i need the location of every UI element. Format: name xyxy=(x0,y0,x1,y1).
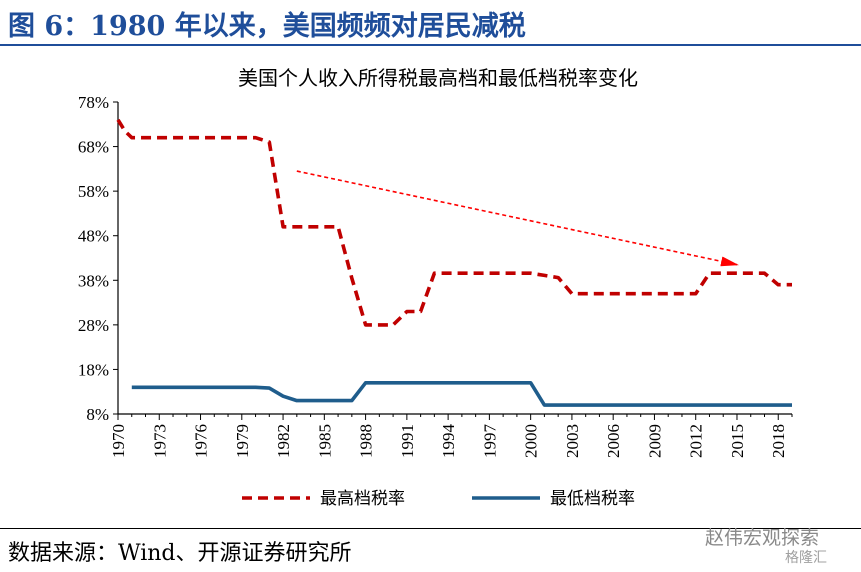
tax-rate-chart: 美国个人收入所得税最高档和最低档税率变化 8% 18% 28% 38% 48% 58% 68… xyxy=(78,66,793,509)
source-note: 数据来源：Wind、开源证券研究所 xyxy=(8,541,352,566)
watermark-sub: 格隆汇 xyxy=(785,550,827,566)
x-tick-label: 1973 xyxy=(150,424,169,458)
series-line-top-rate xyxy=(116,118,792,327)
chart-title: 美国个人收入所得税最高档和最低档税率变化 xyxy=(238,66,638,90)
annotation-layer xyxy=(296,170,739,267)
x-tick-label: 2009 xyxy=(645,424,664,458)
x-tick-label: 1970 xyxy=(109,424,128,458)
figure-title: 图 6：1980 年以来，美国频频对居民减税 xyxy=(8,11,526,42)
y-tick-label: 8% xyxy=(86,405,109,424)
series-layer xyxy=(116,118,792,407)
y-tick-label: 68% xyxy=(78,138,109,157)
x-tick-label: 1985 xyxy=(315,424,334,458)
trend-arrow xyxy=(296,170,739,267)
x-tick-label: 2012 xyxy=(687,424,706,458)
title-rule xyxy=(0,44,861,46)
x-tick-label: 2006 xyxy=(604,424,623,458)
source-rule xyxy=(0,528,861,529)
x-tick-label: 1991 xyxy=(398,424,417,458)
legend-label-bottom-rate: 最低档税率 xyxy=(550,489,635,509)
y-tick-label: 18% xyxy=(78,360,109,379)
x-tick-label: 1997 xyxy=(480,424,499,459)
x-tick-label: 1979 xyxy=(233,424,252,458)
axes: 8% 18% 28% 38% 48% 58% 68% 78% 1970 1973 1976 1979 1… xyxy=(78,93,793,459)
series-line-bottom-rate xyxy=(131,381,792,407)
x-tick-label: 1982 xyxy=(274,424,293,458)
y-tick-label: 38% xyxy=(78,271,109,290)
x-tick-label: 2000 xyxy=(522,424,541,458)
legend-label-top-rate: 最高档税率 xyxy=(320,489,405,509)
y-tick-label: 28% xyxy=(78,316,109,335)
watermark: 赵伟宏观探索 xyxy=(705,527,820,549)
x-tick-label: 1994 xyxy=(439,424,458,459)
x-tick-label: 2015 xyxy=(728,424,747,458)
y-tick-label: 78% xyxy=(78,93,109,112)
x-tick-label: 2003 xyxy=(563,424,582,458)
x-tick-label: 1988 xyxy=(357,424,376,458)
x-tick-label: 2018 xyxy=(769,424,788,458)
x-tick-label: 1976 xyxy=(192,424,211,458)
y-tick-label: 48% xyxy=(78,227,109,246)
y-tick-label: 58% xyxy=(78,182,109,201)
legend: 最高档税率 最低档税率 xyxy=(242,489,635,509)
